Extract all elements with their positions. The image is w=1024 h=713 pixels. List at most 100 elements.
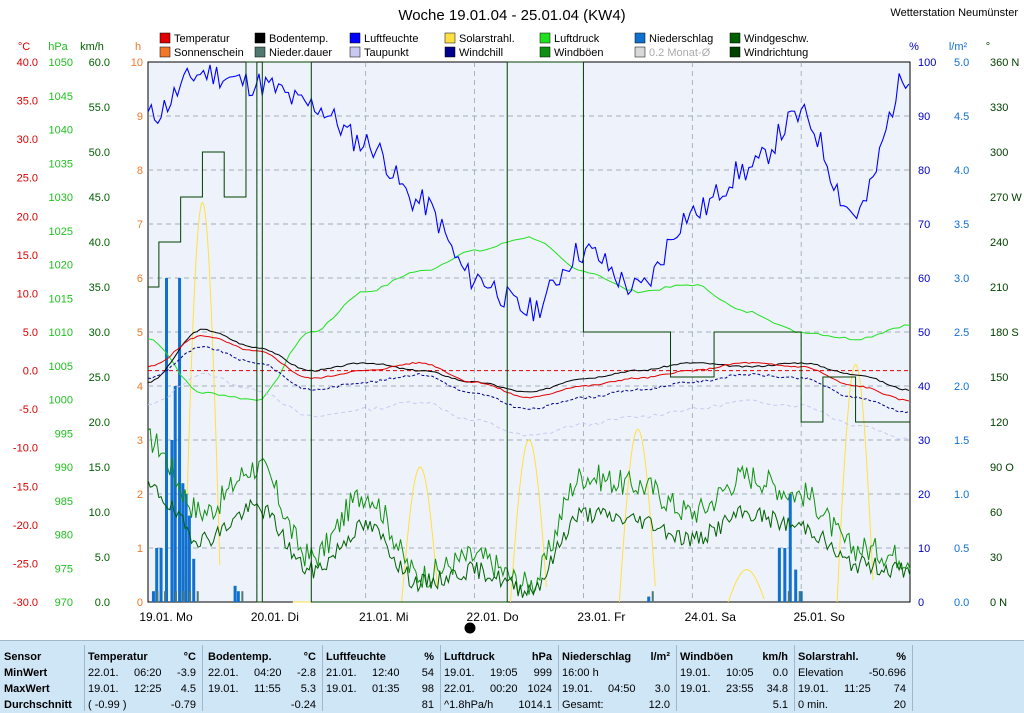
kmh-tick: 30.0 bbox=[89, 327, 110, 339]
stats-row: 19.01. 11:55 5.3 bbox=[208, 681, 316, 697]
stats-row: 19.01. 23:55 34.8 bbox=[680, 681, 788, 697]
precip-bar bbox=[233, 585, 237, 602]
stats-date: 21.01. bbox=[326, 667, 357, 679]
legend-label: Luftdruck bbox=[554, 33, 600, 45]
pct-tick: 30 bbox=[918, 435, 930, 447]
pct-tick: 70 bbox=[918, 219, 930, 231]
precip-bar bbox=[192, 558, 196, 602]
stats-value: 54 bbox=[421, 667, 434, 679]
legend-swatch bbox=[539, 46, 551, 58]
stats-row: 22.01. 00:20 1024 bbox=[444, 681, 552, 697]
stats-row: 22.01. 06:20 -3.9 bbox=[88, 665, 196, 681]
hpa-tick: 995 bbox=[55, 428, 73, 440]
legend: Temperatur Sonnenschein Bodentemp. Nieder.d… bbox=[159, 32, 809, 59]
legend-label: Temperatur bbox=[174, 33, 230, 45]
stats-header: Luftfeuchte% bbox=[326, 649, 434, 665]
legend-swatch bbox=[634, 32, 646, 44]
moon-phase-icon bbox=[464, 622, 476, 634]
hpa-tick: 1020 bbox=[49, 260, 73, 272]
stats-time: 04:20 bbox=[254, 667, 282, 679]
deg-tick: 90 O bbox=[990, 462, 1014, 474]
stats-date: 19.01. bbox=[680, 683, 711, 695]
stats-luftdruck: Luftdruck hPa 19.01. 19:05 999 22.01. 00:20 102… bbox=[440, 645, 559, 711]
precip-bar bbox=[783, 548, 787, 602]
deg-tick: 240 bbox=[990, 237, 1008, 249]
legend-swatch bbox=[349, 32, 361, 44]
precip-bar bbox=[178, 278, 182, 602]
stats-value: 34.8 bbox=[766, 683, 788, 695]
x-tick-label: 21.01. Mi bbox=[359, 610, 408, 624]
stats-title: Windböen bbox=[680, 651, 734, 663]
stats-value: 81 bbox=[421, 699, 434, 711]
moon-circle bbox=[465, 623, 475, 633]
stats-luftfeuchte: Luftfeuchte% 21.01. 12:40 54 19.01. 01:35 98 81 bbox=[322, 645, 441, 711]
x-tick-label: 24.01. Sa bbox=[685, 610, 737, 624]
stats-time: 23:55 bbox=[726, 683, 754, 695]
deg-tick: 60 bbox=[990, 507, 1002, 519]
legend-swatch bbox=[254, 46, 266, 58]
gust-line bbox=[147, 428, 911, 596]
stats-value: 3.0 bbox=[654, 683, 670, 695]
legend-swatch bbox=[634, 46, 646, 58]
ground-temp-line bbox=[147, 328, 910, 393]
legend-swatch bbox=[349, 46, 361, 58]
stats-row: 19.01. 19:05 999 bbox=[444, 665, 552, 681]
hour-tick: 5 bbox=[137, 327, 143, 339]
humidity-line bbox=[147, 64, 910, 322]
weather-chart: Woche 19.01.04 - 25.01.04 (KW4) Wetterst… bbox=[13, 7, 1022, 634]
stats-row: 21.01. 12:40 54 bbox=[326, 665, 434, 681]
precip-bar bbox=[777, 548, 781, 602]
stats-date: 19.01. bbox=[444, 667, 475, 679]
legend-label: Windgeschw. bbox=[744, 33, 809, 45]
stats-value: 20 bbox=[893, 699, 906, 711]
solar-line bbox=[727, 569, 765, 603]
stats-date: 19.01. bbox=[208, 683, 239, 695]
hour-tick: 0 bbox=[137, 597, 143, 609]
precip-bar bbox=[794, 569, 798, 602]
stats-row: 19.01. 01:35 98 bbox=[326, 681, 434, 697]
stats-value: 12.0 bbox=[648, 699, 670, 711]
deg-tick-unit: ° bbox=[986, 41, 990, 53]
hour-tick: 8 bbox=[137, 165, 143, 177]
stats-row: 19.01. 10:05 0.0 bbox=[680, 665, 788, 681]
deg-tick: 180 S bbox=[990, 327, 1019, 339]
lm2-tick: 5.0 bbox=[954, 57, 969, 69]
temp-tick: 40.0 bbox=[17, 57, 38, 69]
temp-tick: -5.0 bbox=[19, 404, 38, 416]
stats-title: Niederschlag bbox=[562, 651, 632, 663]
temp-tick: 30.0 bbox=[17, 134, 38, 146]
temp-tick: 10.0 bbox=[17, 288, 38, 300]
precip-bar bbox=[151, 591, 155, 602]
temp-tick: 0.0 bbox=[23, 366, 38, 378]
precip-duration-bar bbox=[164, 591, 167, 602]
stats-date: 19.01. bbox=[326, 683, 357, 695]
legend-swatch bbox=[539, 32, 551, 44]
legend-label: Windchill bbox=[459, 47, 503, 59]
stats-value: 98 bbox=[421, 683, 434, 695]
kmh-tick: 55.0 bbox=[89, 102, 110, 114]
stats-time: 04:50 bbox=[608, 683, 636, 695]
precip-bar bbox=[184, 494, 188, 602]
stats-title: Solarstrahl. bbox=[798, 651, 859, 663]
stats-value: 0.0 bbox=[772, 667, 788, 679]
temp-tick: 5.0 bbox=[23, 327, 38, 339]
stats-title: Bodentemp. bbox=[208, 651, 272, 663]
stats-row: 19.01. 12:25 4.5 bbox=[88, 681, 196, 697]
stats-row: 22.01. 04:20 -2.8 bbox=[208, 665, 316, 681]
stats-row: ( -0.99 ) -0.79 bbox=[88, 697, 196, 713]
axes: 40.035.030.025.020.015.010.05.00.0-5.0-1… bbox=[13, 41, 1022, 624]
deg-tick: 300 bbox=[990, 147, 1008, 159]
lm2-tick: 4.0 bbox=[954, 165, 969, 177]
hpa-tick: 1005 bbox=[49, 361, 73, 373]
legend-label: Bodentemp. bbox=[269, 33, 328, 45]
stats-label: MinWert bbox=[4, 667, 48, 679]
stats-row: Elevation -50.696 bbox=[798, 665, 906, 681]
legend-label: Niederschlag bbox=[649, 33, 713, 45]
hpa-tick: 985 bbox=[55, 496, 73, 508]
precip-bar bbox=[170, 440, 174, 602]
precip-duration-bar bbox=[241, 591, 244, 602]
stats-date: 22.01. bbox=[88, 667, 119, 679]
hour-tick: 10 bbox=[131, 57, 143, 69]
stats-time: 11:55 bbox=[254, 683, 281, 695]
hpa-tick-unit: hPa bbox=[48, 41, 68, 53]
